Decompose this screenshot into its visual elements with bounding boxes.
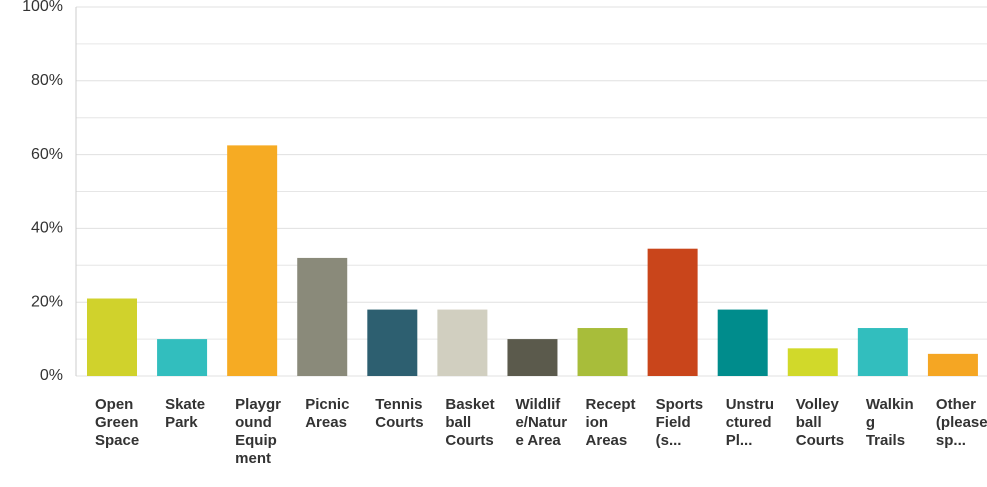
bar: [507, 339, 558, 376]
bar: [787, 348, 838, 376]
bar: [367, 309, 418, 376]
bar: [717, 309, 768, 376]
y-tick-label: 60%: [31, 146, 63, 163]
x-tick-label: Wildlife/Nature Area: [515, 396, 568, 449]
x-tick-label: Sports Field (s...: [655, 396, 704, 449]
y-tick-label: 20%: [31, 293, 63, 310]
y-tick-label: 80%: [31, 72, 63, 89]
bar: [227, 145, 278, 376]
x-tick-label: Unstructured Pl...: [725, 396, 775, 449]
bar: [577, 328, 628, 376]
x-tick-label: Volleyball Courts: [795, 396, 845, 449]
x-tick-label: Playground Equipment: [235, 396, 281, 467]
bar: [297, 257, 348, 376]
bar: [437, 309, 488, 376]
y-tick-label: 0%: [40, 367, 63, 384]
bar: [87, 298, 137, 376]
x-tick-label: Walking Trails: [865, 396, 914, 449]
x-tick-label: Tennis Courts: [375, 396, 424, 431]
y-tick-label: 100%: [22, 0, 63, 15]
x-tick-label: Picnic Areas: [305, 396, 350, 431]
x-tick-label: Open Green Space: [95, 396, 140, 449]
bar: [647, 248, 698, 376]
x-tick-label: Other (please sp...: [935, 396, 987, 449]
bar: [927, 353, 978, 376]
y-tick-label: 40%: [31, 220, 63, 237]
x-tick-label: Basketball Courts: [445, 396, 495, 449]
bar: [157, 339, 208, 376]
bar: [857, 328, 908, 376]
x-tick-label: Reception Areas: [585, 396, 636, 449]
x-tick-label: Skate Park: [165, 396, 206, 431]
